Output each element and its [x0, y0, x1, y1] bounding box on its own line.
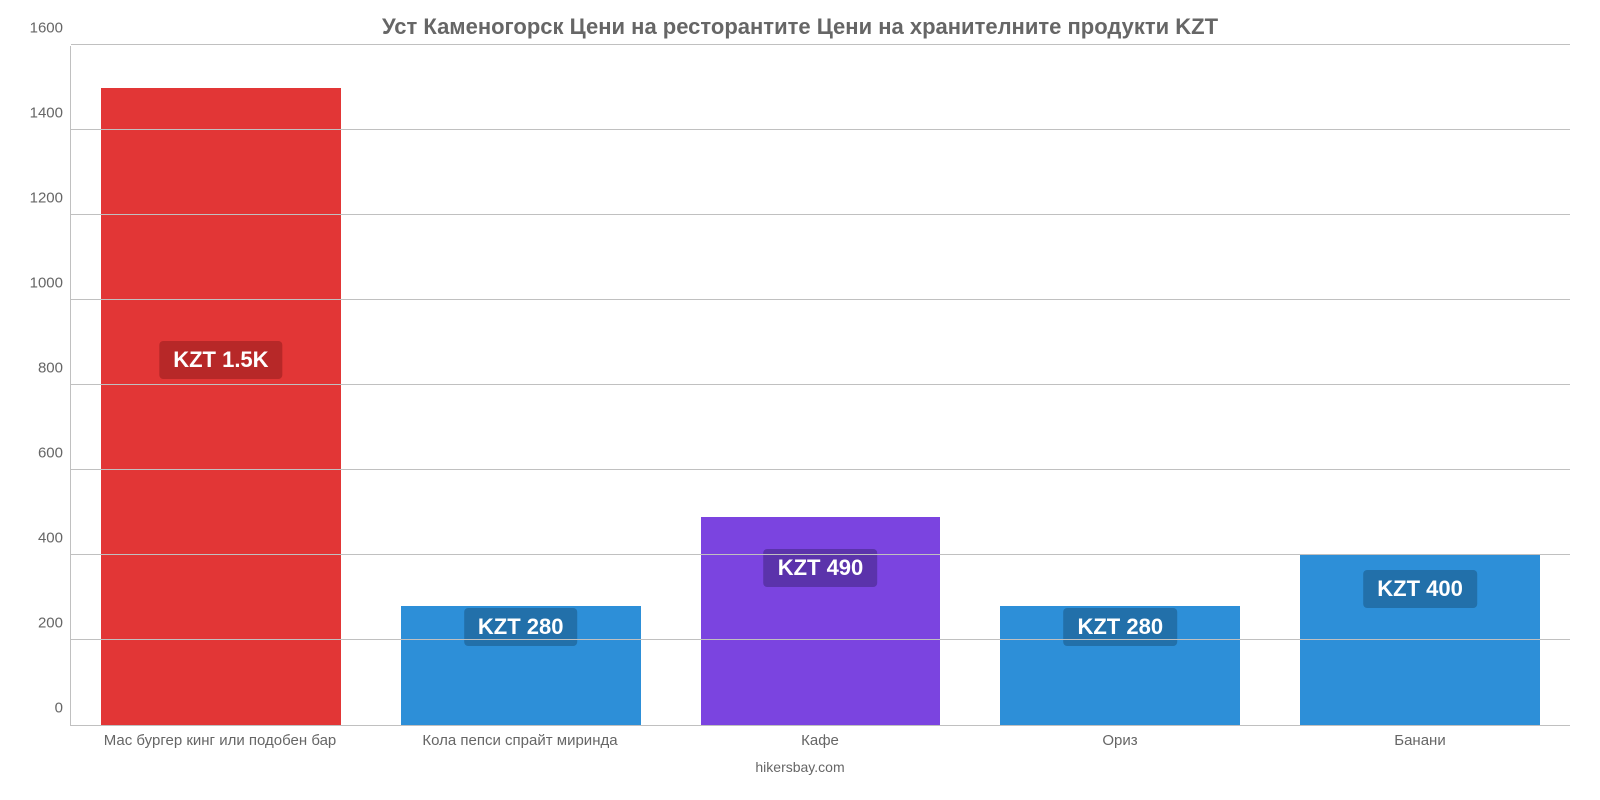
y-tick-label: 1000 [30, 275, 71, 292]
bar-slot: KZT 1.5K [71, 46, 371, 725]
bar-slot: KZT 400 [1270, 46, 1570, 725]
chart-footer: hikersbay.com [0, 759, 1600, 775]
y-tick-label: 600 [38, 445, 71, 462]
value-label: KZT 280 [464, 608, 578, 646]
x-axis-ticks: Мас бургер кинг или подобен барКола пепс… [70, 732, 1570, 749]
y-tick-label: 0 [55, 700, 71, 717]
gridline [71, 469, 1570, 470]
bar [101, 88, 341, 726]
y-tick-label: 1200 [30, 190, 71, 207]
gridline [71, 129, 1570, 130]
plot-area: KZT 1.5KKZT 280KZT 490KZT 280KZT 400 020… [70, 46, 1570, 726]
gridline [71, 44, 1570, 45]
y-tick-label: 1600 [30, 20, 71, 37]
x-tick-label: Мас бургер кинг или подобен бар [70, 732, 370, 749]
y-tick-label: 800 [38, 360, 71, 377]
x-tick-label: Банани [1270, 732, 1570, 749]
gridline [71, 554, 1570, 555]
y-tick-label: 400 [38, 530, 71, 547]
value-label: KZT 1.5K [159, 341, 282, 379]
chart-title: Уст Каменогорск Цени на ресторантите Цен… [0, 0, 1600, 46]
x-tick-label: Кафе [670, 732, 970, 749]
x-tick-label: Кола пепси спрайт миринда [370, 732, 670, 749]
gridline [71, 384, 1570, 385]
bar-slot: KZT 490 [671, 46, 971, 725]
gridline [71, 639, 1570, 640]
value-label: KZT 280 [1063, 608, 1177, 646]
y-tick-label: 1400 [30, 105, 71, 122]
x-tick-label: Ориз [970, 732, 1270, 749]
bar-slot: KZT 280 [371, 46, 671, 725]
chart-area: KZT 1.5KKZT 280KZT 490KZT 280KZT 400 020… [70, 46, 1570, 749]
y-tick-label: 200 [38, 615, 71, 632]
gridline [71, 214, 1570, 215]
value-label: KZT 400 [1363, 570, 1477, 608]
bar-slot: KZT 280 [970, 46, 1270, 725]
bars-container: KZT 1.5K KZT 280 KZT 490 KZT 280 KZT 400 [71, 46, 1570, 725]
gridline [71, 299, 1570, 300]
